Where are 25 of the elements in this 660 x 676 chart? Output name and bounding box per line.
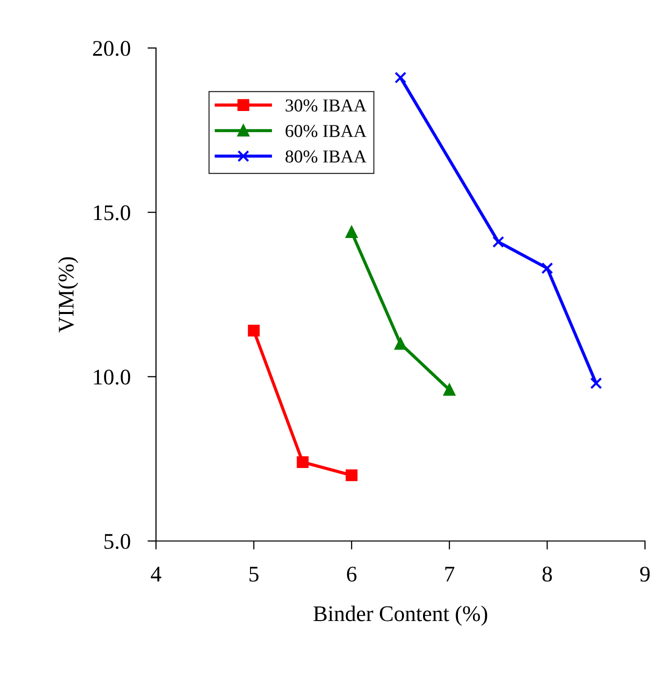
x-axis-title: Binder Content (%) [314,606,488,626]
point [394,338,406,350]
point [248,324,260,337]
point [346,469,358,482]
y-tick-label: 20.0 [93,40,130,56]
y-axis-title: VIM(%) [58,257,78,333]
x-tick-label: 5 [250,566,258,582]
y-tick-label: 10.0 [94,370,130,385]
point [590,377,602,390]
legend-label: 30% IBAA [286,99,366,112]
point [443,384,456,396]
point [541,262,554,274]
x-tick-label: 8 [542,566,552,582]
x-tick-label: 4 [150,566,162,582]
point [296,456,309,468]
point [394,72,406,84]
legend-label: 80% IBAA [286,150,366,163]
y-tick-label: 5.0 [104,534,130,550]
point [492,236,504,248]
x-tick-label: 7 [445,566,454,582]
x-tick-label: 6 [347,566,356,582]
x-tick-label: 9 [640,566,650,582]
point [346,226,358,238]
legend-label: 60% IBAA [286,124,366,138]
y-tick-label: 15.0 [94,205,130,220]
